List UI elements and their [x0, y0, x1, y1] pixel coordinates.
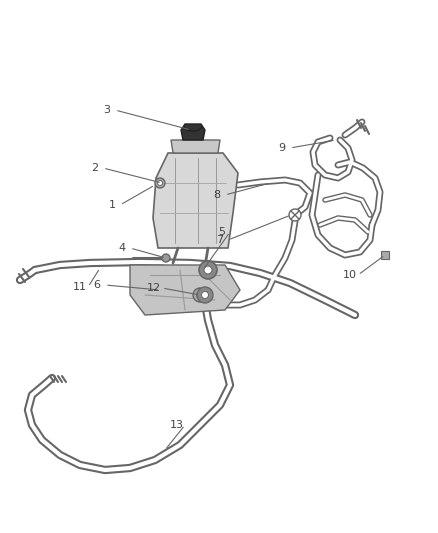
Polygon shape: [153, 153, 238, 248]
Circle shape: [158, 181, 162, 185]
Text: 9: 9: [279, 143, 286, 153]
Text: 2: 2: [92, 163, 99, 173]
Circle shape: [197, 287, 213, 303]
Text: 7: 7: [216, 235, 223, 245]
Text: 12: 12: [147, 283, 161, 293]
Circle shape: [197, 292, 204, 298]
Circle shape: [199, 261, 217, 279]
Polygon shape: [171, 140, 220, 153]
Text: 11: 11: [73, 282, 87, 292]
Text: 3: 3: [103, 105, 110, 115]
Polygon shape: [181, 124, 205, 140]
Circle shape: [201, 292, 208, 298]
Circle shape: [193, 288, 207, 302]
Circle shape: [289, 209, 301, 221]
Text: 6: 6: [93, 280, 100, 290]
Text: 10: 10: [343, 270, 357, 280]
Text: 8: 8: [213, 190, 221, 200]
Text: 5: 5: [219, 227, 226, 237]
Circle shape: [204, 266, 212, 274]
Polygon shape: [130, 265, 240, 315]
Text: 1: 1: [109, 200, 116, 210]
Text: 4: 4: [118, 243, 126, 253]
Polygon shape: [381, 251, 389, 259]
Circle shape: [162, 254, 170, 262]
Text: 13: 13: [170, 420, 184, 430]
Circle shape: [155, 178, 165, 188]
